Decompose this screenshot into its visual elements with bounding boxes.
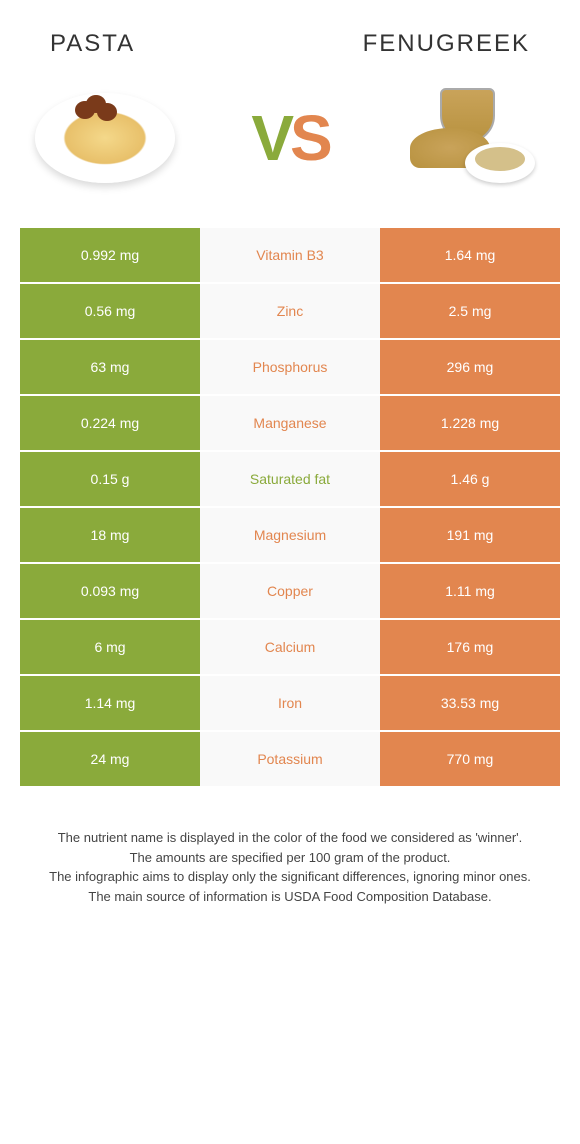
left-value-cell: 0.56 mg [20, 284, 200, 338]
vs-letter-v: V [251, 102, 290, 174]
right-value-cell: 33.53 mg [380, 676, 560, 730]
table-row: 1.14 mgIron33.53 mg [20, 676, 560, 732]
left-value-cell: 6 mg [20, 620, 200, 674]
nutrient-label-cell: Copper [200, 564, 380, 618]
nutrient-label-cell: Potassium [200, 732, 380, 786]
nutrient-label-cell: Magnesium [200, 508, 380, 562]
footer-line: The amounts are specified per 100 gram o… [30, 848, 550, 868]
nutrient-label-cell: Calcium [200, 620, 380, 674]
right-value-cell: 1.46 g [380, 452, 560, 506]
vs-label: VS [251, 101, 328, 175]
right-value-cell: 296 mg [380, 340, 560, 394]
left-value-cell: 1.14 mg [20, 676, 200, 730]
right-food-image [400, 78, 550, 198]
table-row: 18 mgMagnesium191 mg [20, 508, 560, 564]
table-row: 0.093 mgCopper1.11 mg [20, 564, 560, 620]
footer-line: The infographic aims to display only the… [30, 867, 550, 887]
right-value-cell: 1.64 mg [380, 228, 560, 282]
left-value-cell: 24 mg [20, 732, 200, 786]
nutrient-label-cell: Phosphorus [200, 340, 380, 394]
right-value-cell: 191 mg [380, 508, 560, 562]
left-value-cell: 18 mg [20, 508, 200, 562]
vs-letter-s: S [290, 102, 329, 174]
footer-line: The main source of information is USDA F… [30, 887, 550, 907]
table-row: 0.56 mgZinc2.5 mg [20, 284, 560, 340]
nutrient-label-cell: Saturated fat [200, 452, 380, 506]
right-value-cell: 176 mg [380, 620, 560, 674]
nutrient-label-cell: Manganese [200, 396, 380, 450]
left-food-title: Pasta [50, 30, 135, 58]
table-row: 0.15 gSaturated fat1.46 g [20, 452, 560, 508]
left-value-cell: 0.992 mg [20, 228, 200, 282]
pasta-icon [35, 93, 175, 183]
nutrient-label-cell: Vitamin B3 [200, 228, 380, 282]
right-value-cell: 2.5 mg [380, 284, 560, 338]
vs-row: VS [0, 68, 580, 228]
table-row: 0.992 mgVitamin B31.64 mg [20, 228, 560, 284]
right-food-title: Fenugreek [363, 30, 530, 58]
footer-line: The nutrient name is displayed in the co… [30, 828, 550, 848]
left-value-cell: 63 mg [20, 340, 200, 394]
table-row: 0.224 mgManganese1.228 mg [20, 396, 560, 452]
left-value-cell: 0.093 mg [20, 564, 200, 618]
footer-notes: The nutrient name is displayed in the co… [0, 788, 580, 936]
left-value-cell: 0.15 g [20, 452, 200, 506]
header: Pasta Fenugreek [0, 0, 580, 68]
fenugreek-icon [410, 88, 540, 188]
left-food-image [30, 78, 180, 198]
right-value-cell: 770 mg [380, 732, 560, 786]
right-value-cell: 1.11 mg [380, 564, 560, 618]
nutrient-label-cell: Zinc [200, 284, 380, 338]
left-value-cell: 0.224 mg [20, 396, 200, 450]
table-row: 24 mgPotassium770 mg [20, 732, 560, 788]
nutrient-label-cell: Iron [200, 676, 380, 730]
nutrient-table: 0.992 mgVitamin B31.64 mg0.56 mgZinc2.5 … [20, 228, 560, 788]
right-value-cell: 1.228 mg [380, 396, 560, 450]
table-row: 63 mgPhosphorus296 mg [20, 340, 560, 396]
table-row: 6 mgCalcium176 mg [20, 620, 560, 676]
